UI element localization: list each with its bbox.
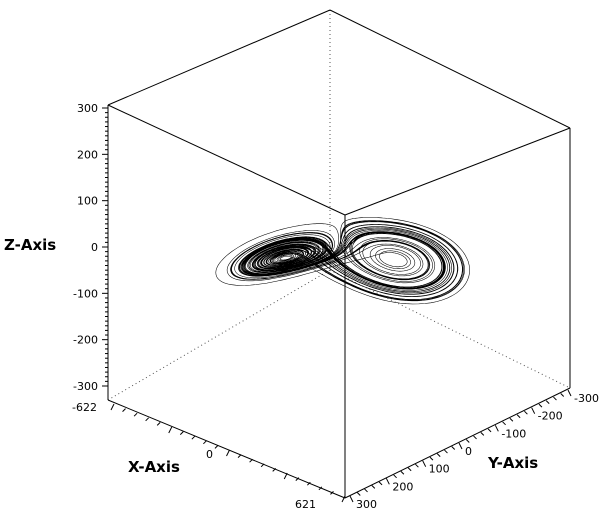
box-hidden-edges — [107, 10, 571, 401]
y-tick-mark — [531, 407, 536, 414]
y-tick-mark — [415, 463, 419, 468]
box-edge — [107, 104, 346, 216]
box-edge — [329, 9, 571, 129]
y-tick-mark — [349, 495, 354, 503]
x-tick-mark — [249, 458, 253, 463]
hidden-edge-back-bottom-right — [329, 269, 571, 389]
hidden-edge-back-bottom-left — [107, 269, 331, 401]
x-tick-label: 0 — [206, 448, 213, 461]
y-tick-label: 200 — [392, 480, 413, 493]
y-tick-mark — [458, 442, 463, 450]
x-tick-label: 621 — [295, 498, 316, 510]
z-tick-label: 100 — [77, 195, 98, 208]
x-tick-mark — [203, 440, 207, 445]
y-axis-ticks: -300 -200 -100 0 100 200 300 — [349, 389, 599, 511]
y-tick-mark — [364, 488, 368, 493]
box-edge — [344, 387, 571, 499]
x-tick-mark — [283, 472, 288, 480]
x-tick-mark — [341, 495, 346, 503]
x-tick-mark — [260, 463, 265, 468]
y-tick-mark — [473, 435, 477, 440]
x-tick-mark — [237, 454, 242, 458]
x-tick-mark — [306, 481, 311, 486]
y-tick-mark — [538, 403, 543, 408]
y-tick-mark — [516, 414, 521, 419]
y-tick-mark — [480, 432, 485, 436]
box-edge — [107, 399, 346, 499]
y-tick-mark — [494, 425, 499, 432]
y-tick-mark — [385, 478, 390, 485]
box-edge — [344, 127, 571, 216]
z-tick-label: -100 — [73, 287, 98, 300]
x-tick-mark — [214, 445, 219, 449]
y-tick-mark — [451, 446, 456, 450]
y-tick-mark — [400, 470, 405, 475]
x-tick-mark — [156, 422, 161, 426]
x-tick-label: -622 — [72, 401, 97, 414]
x-tick-mark — [145, 417, 150, 422]
box-visible-edges — [107, 9, 571, 499]
z-tick-label: 200 — [77, 148, 98, 161]
x-tick-mark — [110, 403, 115, 411]
x-tick-mark — [330, 491, 334, 495]
y-tick-mark — [509, 417, 514, 422]
y-axis-title: Y-Axis — [487, 454, 538, 472]
y-tick-mark — [553, 396, 557, 401]
x-tick-mark — [226, 449, 230, 457]
y-tick-mark — [429, 456, 434, 461]
y-tick-mark — [371, 485, 376, 489]
box-edge — [107, 9, 331, 106]
y-tick-label: 100 — [429, 463, 450, 476]
y-tick-mark — [567, 389, 572, 397]
x-tick-mark — [191, 435, 196, 440]
z-axis-title: Z-Axis — [4, 236, 56, 254]
attractor-trajectory — [215, 217, 470, 305]
y-tick-mark — [356, 492, 361, 496]
x-tick-mark — [272, 468, 277, 472]
y-tick-label: 0 — [465, 445, 472, 458]
y-tick-mark — [407, 467, 412, 472]
x-tick-mark — [168, 426, 173, 434]
y-tick-mark — [465, 439, 470, 443]
y-tick-mark — [545, 400, 550, 404]
y-tick-mark — [444, 449, 448, 454]
y-tick-mark — [436, 453, 441, 457]
y-tick-label: 300 — [356, 498, 377, 510]
y-tick-label: -300 — [574, 392, 599, 405]
x-tick-mark — [179, 431, 184, 435]
z-tick-label: 300 — [77, 102, 98, 115]
attractor-series — [215, 217, 470, 305]
y-tick-label: -100 — [501, 427, 526, 440]
y-tick-mark — [524, 410, 528, 415]
y-tick-mark — [560, 393, 565, 397]
z-tick-label: 0 — [91, 241, 98, 254]
y-tick-mark — [502, 421, 506, 426]
z-tick-label: -200 — [73, 334, 98, 347]
x-axis-ticks: -622 0 621 — [72, 401, 346, 511]
y-tick-label: -200 — [538, 410, 563, 423]
y-tick-mark — [378, 481, 383, 486]
z-axis-ticks: 300 200 100 0 -100 -200 -300 — [73, 102, 108, 393]
x-tick-mark — [133, 412, 138, 417]
y-tick-mark — [487, 428, 492, 433]
y-tick-mark — [422, 460, 427, 467]
y-tick-mark — [393, 474, 397, 479]
x-tick-mark — [295, 477, 300, 481]
x-axis-title: X-Axis — [128, 458, 180, 476]
x-tick-mark — [122, 408, 126, 412]
z-tick-label: -300 — [73, 380, 98, 393]
x-tick-mark — [318, 486, 323, 491]
